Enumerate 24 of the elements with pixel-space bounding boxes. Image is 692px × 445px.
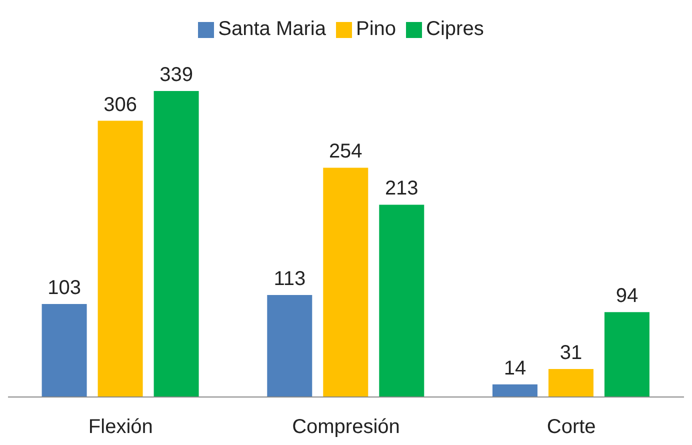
data-label: 254 bbox=[328, 140, 362, 163]
data-label: 306 bbox=[104, 94, 137, 116]
bar bbox=[604, 312, 650, 397]
data-label: 31 bbox=[560, 342, 582, 364]
legend-label: Santa Maria bbox=[218, 18, 326, 40]
data-label: 14 bbox=[504, 357, 526, 380]
x-tick-label: Flexión bbox=[88, 416, 153, 438]
data-label: 103 bbox=[48, 277, 81, 300]
data-label: 213 bbox=[384, 178, 418, 200]
data-label: 113 bbox=[274, 268, 306, 290]
bar bbox=[492, 384, 538, 397]
bar bbox=[42, 304, 87, 397]
bar bbox=[323, 168, 368, 397]
data-label: 94 bbox=[616, 285, 638, 308]
data-label: 339 bbox=[160, 64, 193, 86]
bar bbox=[379, 204, 424, 397]
bar bbox=[548, 369, 594, 397]
x-tick-label: Corte bbox=[546, 416, 596, 438]
bar bbox=[154, 91, 199, 397]
bar bbox=[98, 120, 143, 397]
legend-label: Pino bbox=[356, 18, 396, 40]
bar bbox=[267, 295, 312, 397]
legend-label: Cipres bbox=[426, 18, 484, 40]
x-tick-label: Compresión bbox=[292, 416, 400, 438]
